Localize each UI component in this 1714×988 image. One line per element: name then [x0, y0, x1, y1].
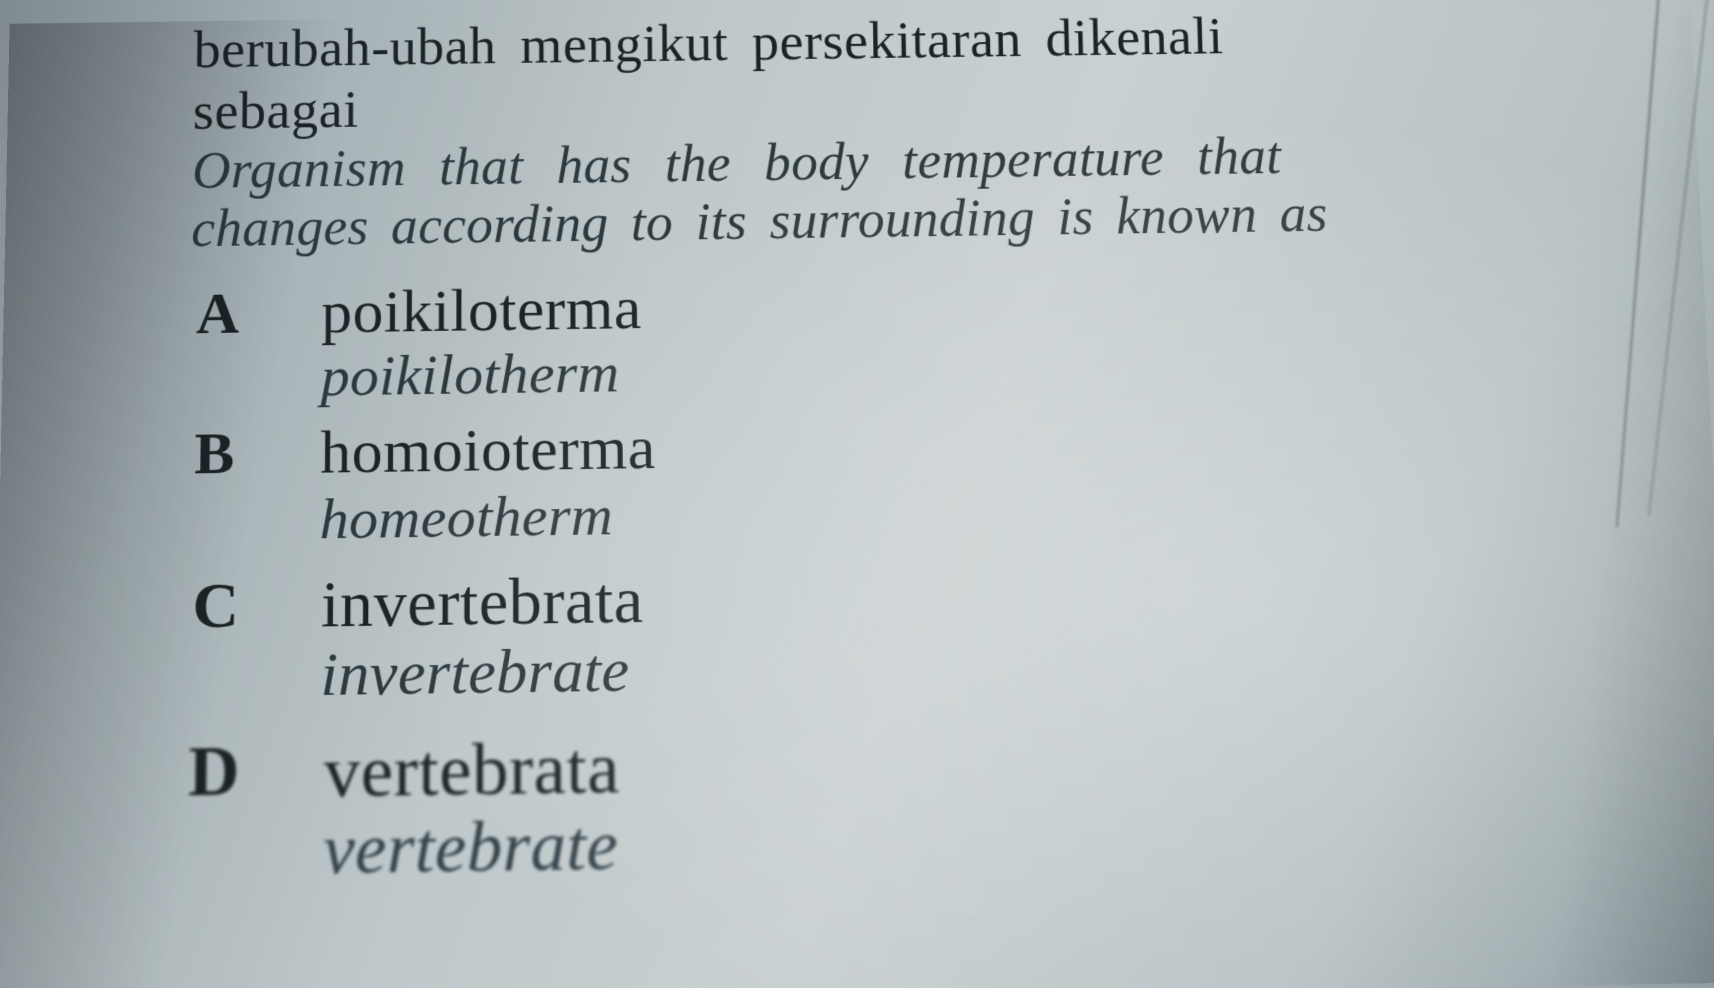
option-d-en: vertebrate [323, 806, 618, 892]
option-b-my: homoioterma [320, 414, 656, 489]
option-b-en: homeotherm [320, 481, 614, 552]
option-a-en: poikilotherm [321, 339, 620, 409]
question-my-line2: sebagai [193, 78, 359, 141]
scanned-page: berubah-ubah mengikut persekitaran diken… [0, 1, 1714, 988]
option-a-my: poikiloterma [321, 274, 642, 348]
page-edge-line [1647, 0, 1711, 516]
option-c-en: invertebrate [320, 635, 629, 711]
option-d-my: vertebrata [324, 726, 621, 815]
option-c-label: C [192, 568, 239, 643]
option-a-label: A [196, 280, 240, 348]
question-my-line1: berubah-ubah mengikut persekitaran diken… [193, 5, 1224, 79]
option-c-my: invertebrata [321, 563, 644, 644]
option-d-label: D [188, 732, 240, 814]
option-b-label: B [194, 419, 235, 488]
